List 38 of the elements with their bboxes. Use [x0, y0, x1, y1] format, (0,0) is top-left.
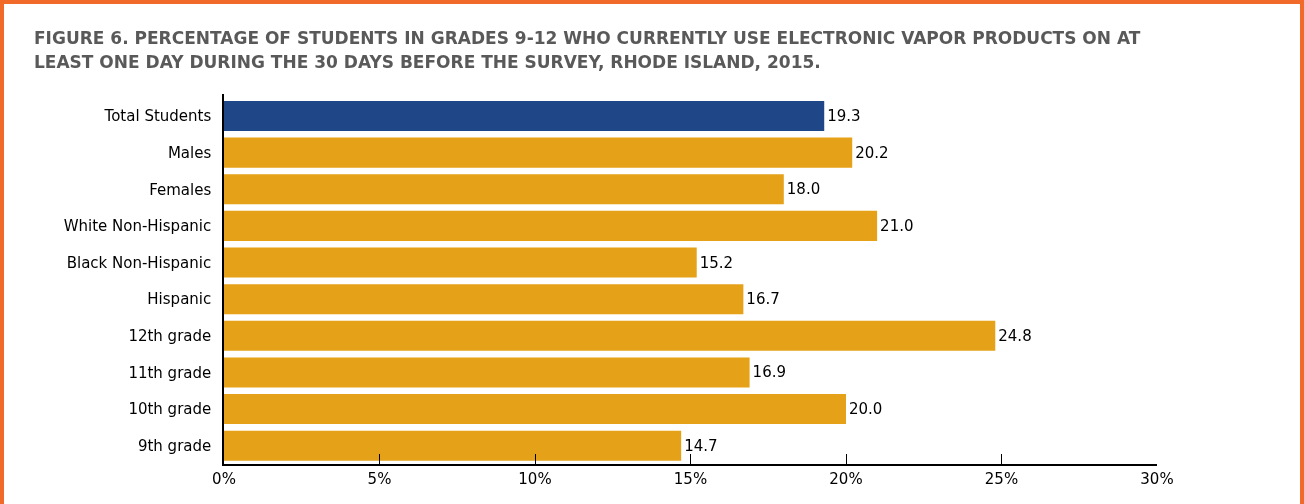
- bar: [224, 174, 784, 205]
- bar: [224, 210, 878, 241]
- y-tick-label: Hispanic: [147, 290, 212, 309]
- bar: [224, 137, 853, 168]
- bar: [224, 100, 825, 131]
- x-tick-label: 10%: [518, 469, 552, 488]
- y-tick-label: Black Non-Hispanic: [66, 253, 212, 272]
- data-label: 16.9: [752, 363, 786, 382]
- bar: [224, 247, 697, 278]
- data-label: 20.0: [849, 400, 883, 419]
- data-label: 21.0: [880, 216, 914, 235]
- x-tick-label: 30%: [1140, 469, 1174, 488]
- bar: [224, 284, 744, 315]
- data-label: 18.0: [786, 180, 821, 199]
- x-tick-label: 0%: [212, 469, 236, 488]
- y-tick-label: Total Students: [103, 107, 212, 126]
- data-label: 14.7: [684, 436, 718, 455]
- y-tick-label: 11th grade: [128, 363, 212, 382]
- bar: [224, 357, 750, 388]
- chart-title: FIGURE 6. PERCENTAGE OF STUDENTS IN GRADES 9-12 WHO CURRENTLY USE ELECTRONIC VAPOR PRODUCTS ON AT LEAST ONE DAY DURING THE 30 DAYS BEFORE THE SURVEY, RHODE ISLAND, 2015.: [34, 27, 1142, 74]
- y-tick-label: 10th grade: [128, 400, 212, 419]
- x-tick-label: 15%: [673, 469, 708, 488]
- y-tick-label: 9th grade: [137, 436, 212, 455]
- x-tick-label: 20%: [829, 469, 863, 488]
- y-tick-label: Females: [149, 180, 212, 199]
- y-tick-label: Males: [167, 143, 212, 162]
- data-label: 20.2: [855, 143, 889, 162]
- y-tick-label: 12th grade: [128, 327, 212, 346]
- bar: [224, 394, 846, 425]
- x-tick-label: 5%: [367, 469, 392, 488]
- bar: [224, 320, 996, 351]
- data-label: 24.8: [998, 326, 1032, 345]
- data-label: 16.7: [746, 290, 780, 309]
- data-label: 19.3: [827, 106, 861, 125]
- data-label: 15.2: [699, 253, 734, 272]
- y-tick-label: White Non-Hispanic: [63, 217, 212, 236]
- bar: [224, 430, 682, 461]
- x-tick-label: 25%: [984, 469, 1019, 488]
